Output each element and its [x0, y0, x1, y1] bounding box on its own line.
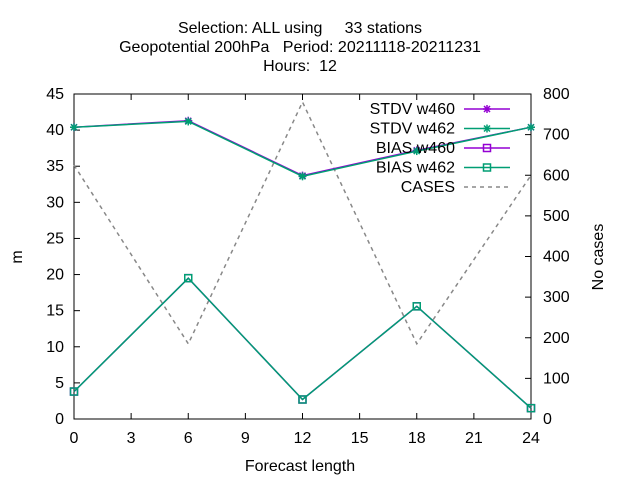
legend-label: CASES: [401, 179, 455, 196]
series-stdv-w462: [70, 117, 535, 181]
y2-tick-label: 100: [543, 370, 570, 387]
x-tick-label: 6: [184, 430, 193, 447]
x-tick-label: 21: [465, 430, 483, 447]
y-tick-label: 35: [46, 158, 64, 175]
y-tick-label: 15: [46, 303, 64, 320]
legend-item: BIAS w462: [376, 160, 510, 177]
series-bias-w462: [69, 273, 536, 413]
data-point: [184, 273, 193, 283]
y-tick-label: 45: [46, 86, 64, 103]
series-layer: [69, 100, 536, 413]
series-bias-w460: [69, 273, 536, 413]
title-line-2: Geopotential 200hPa Period: 20211118-202…: [119, 39, 481, 56]
x-tick-label: 0: [70, 430, 79, 447]
data-point: [298, 172, 307, 181]
y2-tick-label: 600: [543, 167, 570, 184]
y2-tick-label: 300: [543, 289, 570, 306]
data-point: [483, 105, 491, 113]
data-point: [184, 117, 193, 126]
plot-area: [73, 93, 532, 420]
x-tick-label: 3: [127, 430, 136, 447]
data-point: [298, 395, 307, 404]
legend-item: STDV w460: [370, 101, 510, 118]
legend-label: STDV w460: [370, 101, 455, 118]
x-axis-label: Forecast length: [245, 458, 355, 475]
y2-tick-label: 700: [543, 127, 570, 144]
title-line-3: Hours: 12: [263, 58, 337, 75]
data-point: [70, 123, 78, 132]
data-point: [69, 387, 79, 396]
title-line-1: Selection: ALL using 33 stations: [178, 20, 422, 37]
axes: 0 3 6 9 12 15 18 21 2405101520253035404501002003…: [46, 86, 570, 447]
data-point: [483, 124, 491, 133]
x-tick-label: 24: [522, 430, 540, 447]
legend-item: CASES: [401, 179, 510, 196]
y-tick-label: 10: [46, 339, 64, 356]
y2-tick-label: 500: [543, 208, 570, 225]
y2-axis-label: No cases: [590, 224, 607, 291]
y2-tick-label: 0: [543, 411, 552, 428]
data-point: [482, 163, 492, 172]
series-line: [73, 119, 532, 177]
x-tick-label: 15: [351, 430, 369, 447]
legend-label: STDV w462: [370, 121, 455, 138]
series-line: [73, 277, 532, 409]
series-line: [73, 100, 532, 346]
legend: STDV w460 STDV w462 BIAS w460 BIAS w462 CASE…: [370, 101, 510, 196]
chart-title: Selection: ALL using 33 stations Geopote…: [119, 20, 481, 75]
legend-item: STDV w462: [370, 121, 510, 138]
data-point: [482, 143, 492, 153]
series-line: [73, 120, 532, 178]
legend-item: BIAS w460: [376, 140, 510, 157]
legend-label: BIAS w462: [376, 160, 455, 177]
series-line: [73, 277, 532, 409]
legend-label: BIAS w460: [376, 140, 455, 157]
data-point: [412, 147, 421, 156]
y-tick-label: 5: [55, 375, 64, 392]
x-tick-label: 18: [408, 430, 426, 447]
y-tick-label: 0: [55, 411, 64, 428]
y-axis-label: m: [9, 250, 26, 263]
x-tick-label: 12: [294, 430, 312, 447]
y-tick-label: 20: [46, 267, 64, 284]
y-tick-label: 40: [46, 122, 64, 139]
y2-tick-label: 200: [543, 330, 570, 347]
data-point: [527, 123, 535, 132]
y2-tick-label: 800: [543, 86, 570, 103]
y-tick-label: 30: [46, 194, 64, 211]
series-cases: [73, 100, 532, 346]
y2-tick-label: 400: [543, 249, 570, 266]
data-point: [412, 302, 421, 311]
x-tick-label: 9: [241, 430, 250, 447]
data-point: [526, 403, 536, 413]
y-tick-label: 25: [46, 230, 64, 247]
